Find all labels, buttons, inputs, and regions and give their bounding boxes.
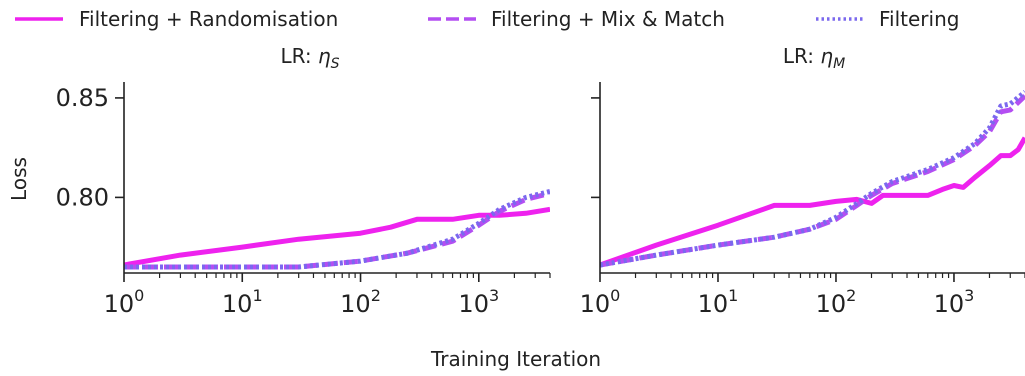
- x-tick-label: 101: [222, 286, 263, 318]
- y-tick-label: 0.85: [56, 84, 109, 112]
- x-tick-label: 103: [934, 286, 975, 318]
- x-tick-label: 103: [458, 286, 499, 318]
- legend-label-filtering-randomisation: Filtering + Randomisation: [79, 7, 338, 31]
- legend-label-filtering: Filtering: [879, 7, 959, 31]
- x-tick-label: 100: [104, 286, 145, 318]
- x-tick-label: 102: [816, 286, 857, 318]
- series-line-filtering-mix-match: [600, 94, 1025, 268]
- plot-area-right: 100 101 102 103: [580, 89, 1025, 318]
- x-tick-label: 101: [698, 286, 739, 318]
- legend: Filtering + Randomisation Filtering + Mi…: [15, 7, 959, 31]
- panel-left-title: LR: ηS: [280, 44, 339, 72]
- series-line-filtering-randomisation: [600, 136, 1025, 268]
- series-line-filtering-randomisation: [124, 206, 550, 268]
- panel-right-title: LR: ηM: [783, 44, 845, 72]
- x-axis-label: Training Iteration: [430, 347, 601, 371]
- panel-right: LR: ηM 100 101 102 103: [580, 44, 1025, 318]
- y-axis-label: Loss: [7, 157, 31, 201]
- x-tick-label: 100: [580, 286, 621, 318]
- series-line-filtering: [600, 89, 1025, 268]
- panel-left: LR: ηS Loss 100 101 102 103 0.80 0.85: [7, 44, 551, 318]
- plot-area-left: 100 101 102 103 0.80 0.85: [56, 84, 551, 318]
- y-tick-label: 0.80: [56, 183, 109, 211]
- legend-label-filtering-mix-match: Filtering + Mix & Match: [491, 7, 725, 31]
- series-line-filtering: [124, 188, 550, 270]
- x-tick-label: 102: [340, 286, 381, 318]
